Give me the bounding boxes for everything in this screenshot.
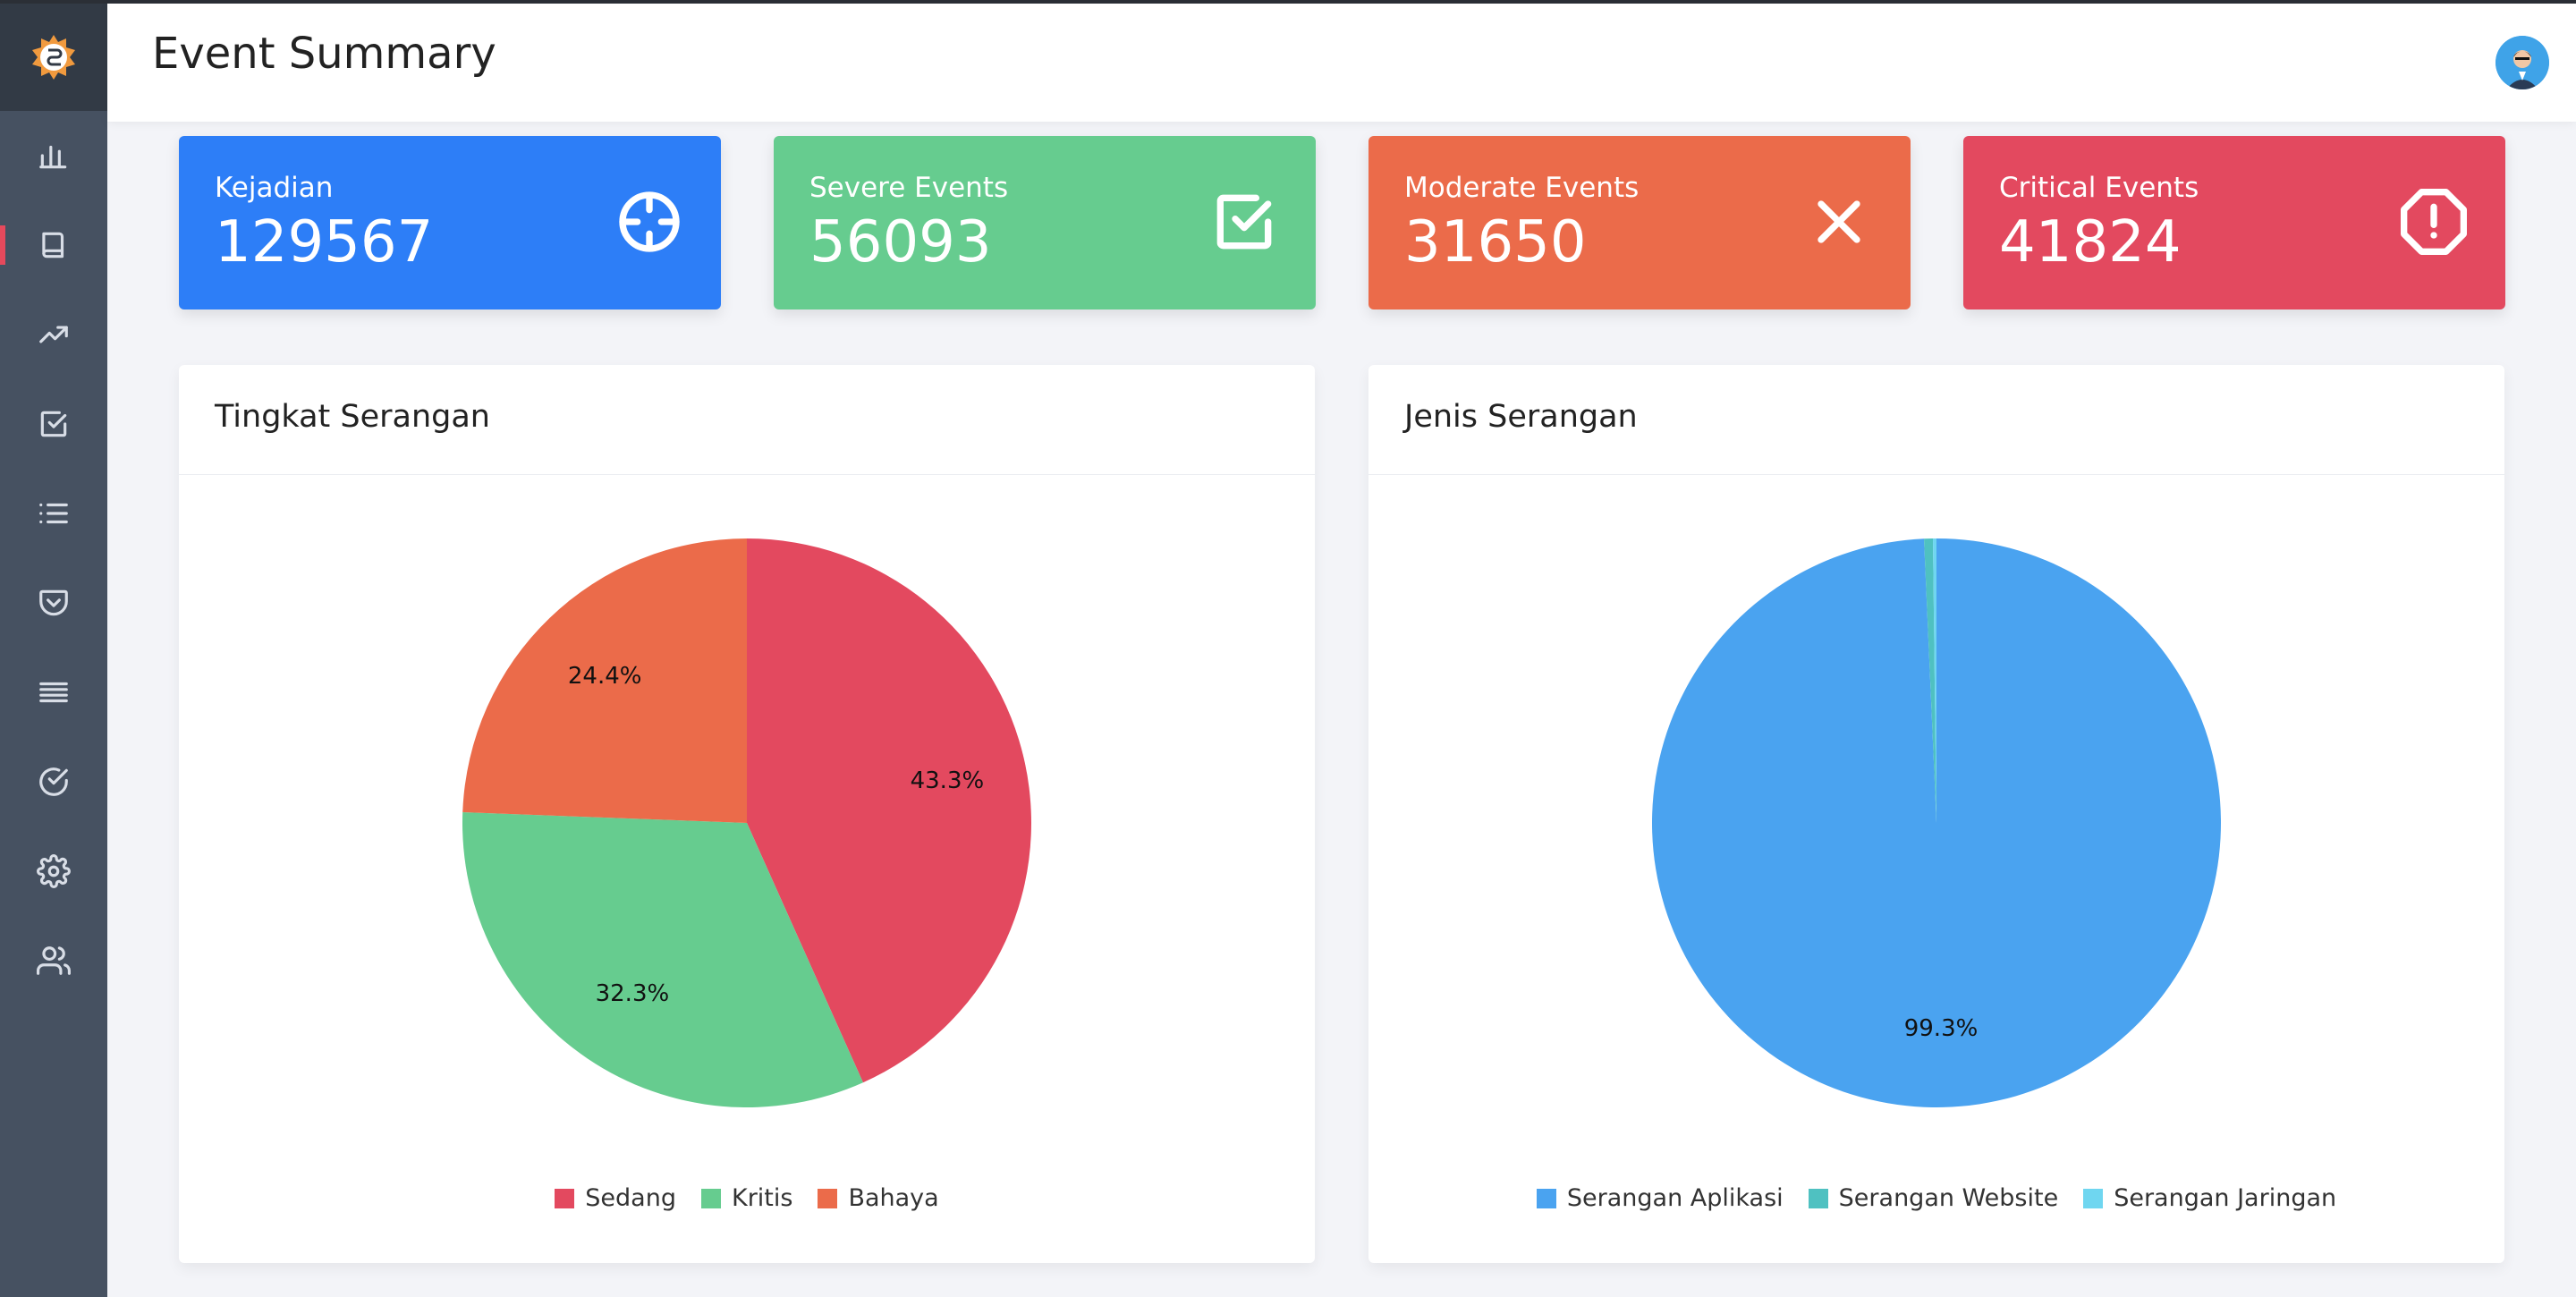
pie-slice-bahaya[interactable] xyxy=(462,538,747,823)
stat-card-severe[interactable]: Severe Events 56093 xyxy=(774,136,1316,309)
stat-value: 129567 xyxy=(215,209,434,276)
legend-swatch xyxy=(818,1188,838,1208)
stat-value: 56093 xyxy=(809,209,992,276)
pie-slice-sedang[interactable] xyxy=(747,538,1031,1083)
legend-swatch xyxy=(2083,1188,2104,1208)
slice-label-kritis: 32.3% xyxy=(596,980,670,1007)
card-header: Tingkat Serangan xyxy=(179,365,1315,475)
legend-swatch xyxy=(1808,1188,1828,1208)
bar-chart-icon xyxy=(39,145,67,169)
align-justify-icon xyxy=(39,682,68,703)
legend-label: Kritis xyxy=(731,1184,793,1212)
x-icon xyxy=(1818,200,1860,243)
sidebar-nav xyxy=(0,111,107,1005)
card-header: Jenis Serangan xyxy=(1368,365,2504,475)
stat-card-kejadian[interactable]: Kejadian 129567 xyxy=(179,136,721,309)
legend-item-bahaya[interactable]: Bahaya xyxy=(818,1184,939,1212)
sidebar-item-events[interactable] xyxy=(0,200,107,290)
logo-icon xyxy=(32,35,75,80)
page-title: Event Summary xyxy=(152,29,496,79)
stat-label: Moderate Events xyxy=(1404,172,1640,204)
slice-label-serangan-aplikasi: 99.3% xyxy=(1904,1015,1979,1042)
check-square-icon xyxy=(40,411,67,437)
stat-label: Kejadian xyxy=(215,172,334,204)
list-icon xyxy=(39,503,68,524)
legend-label: Bahaya xyxy=(848,1184,939,1212)
chart-card-jenis-serangan: Jenis Serangan 99.3% Serangan Aplikasi Se… xyxy=(1368,365,2504,1263)
top-border xyxy=(0,0,2576,4)
chart-legend: Sedang Kritis Bahaya xyxy=(179,1184,1315,1212)
pie-slice-kritis[interactable] xyxy=(462,812,863,1107)
stat-label: Severe Events xyxy=(809,172,1009,204)
stat-card-moderate[interactable]: Moderate Events 31650 xyxy=(1368,136,1911,309)
legend-label: Serangan Aplikasi xyxy=(1566,1184,1784,1212)
sidebar-item-trends[interactable] xyxy=(0,290,107,379)
app-logo[interactable] xyxy=(0,4,107,111)
sidebar-item-list[interactable] xyxy=(0,469,107,558)
chart-title: Tingkat Serangan xyxy=(215,399,490,435)
sidebar-item-verified[interactable] xyxy=(0,737,107,827)
sidebar xyxy=(0,4,107,1297)
legend-swatch xyxy=(700,1188,721,1208)
settings-icon xyxy=(37,854,71,888)
sidebar-item-logs[interactable] xyxy=(0,648,107,737)
users-icon xyxy=(37,946,71,975)
slice-label-sedang: 43.3% xyxy=(911,767,985,794)
sidebar-item-users[interactable] xyxy=(0,916,107,1005)
check-circle-icon xyxy=(39,767,68,796)
legend-item-sedang[interactable]: Sedang xyxy=(555,1184,676,1212)
pie-chart-tingkat-serangan: 43.3% 32.3% 24.4% xyxy=(462,538,1031,1107)
legend-label: Serangan Website xyxy=(1838,1184,2059,1212)
legend-item-serangan-website[interactable]: Serangan Website xyxy=(1808,1184,2059,1212)
slice-label-bahaya: 24.4% xyxy=(568,663,642,690)
alert-octagon-icon xyxy=(2401,189,2467,256)
legend-swatch xyxy=(555,1188,575,1208)
stat-value: 31650 xyxy=(1404,209,1587,276)
book-icon xyxy=(42,232,64,259)
chart-legend: Serangan Aplikasi Serangan Website Seranga… xyxy=(1368,1184,2504,1212)
crosshair-icon xyxy=(619,191,680,252)
user-avatar-icon xyxy=(2496,36,2549,89)
pie-chart-jenis-serangan: 99.3% xyxy=(1652,538,2221,1107)
stat-card-critical[interactable]: Critical Events 41824 xyxy=(1963,136,2505,309)
avatar[interactable] xyxy=(2496,36,2549,89)
sidebar-item-dashboard[interactable] xyxy=(0,111,107,200)
pocket-icon xyxy=(39,589,68,616)
legend-item-serangan-aplikasi[interactable]: Serangan Aplikasi xyxy=(1536,1184,1784,1212)
chart-title: Jenis Serangan xyxy=(1404,399,1638,435)
sidebar-item-pocket[interactable] xyxy=(0,558,107,648)
stat-label: Critical Events xyxy=(1999,172,2199,204)
legend-swatch xyxy=(1536,1188,1556,1208)
check-square-icon xyxy=(1216,194,1272,250)
trending-up-icon xyxy=(39,326,68,343)
legend-label: Serangan Jaringan xyxy=(2114,1184,2337,1212)
pie-slice-serangan-jaringan[interactable] xyxy=(1933,538,1936,823)
sidebar-item-settings[interactable] xyxy=(0,827,107,916)
chart-card-tingkat-serangan: Tingkat Serangan 43.3% 32.3% 24.4% Sedang K… xyxy=(179,365,1315,1263)
legend-item-kritis[interactable]: Kritis xyxy=(700,1184,793,1212)
stat-value: 41824 xyxy=(1999,209,2182,276)
legend-item-serangan-jaringan[interactable]: Serangan Jaringan xyxy=(2083,1184,2336,1212)
pie-slice-serangan-website[interactable] xyxy=(1924,538,1936,823)
legend-label: Sedang xyxy=(585,1184,676,1212)
page-header: Event Summary xyxy=(107,4,2576,122)
sidebar-item-tasks[interactable] xyxy=(0,379,107,469)
